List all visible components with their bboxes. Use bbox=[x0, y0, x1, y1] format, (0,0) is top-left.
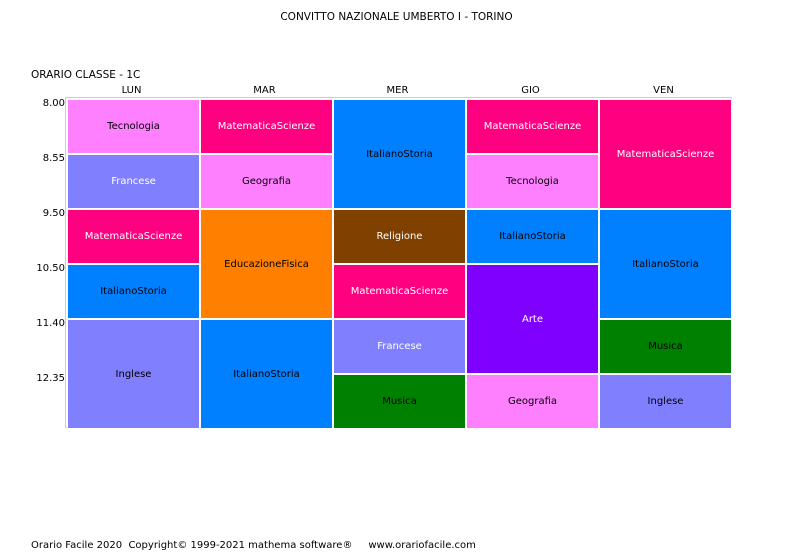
lesson-cell-musica[interactable]: Musica bbox=[333, 374, 466, 429]
timetable-grid: Tecnologia Francese MatematicaScienze Itali… bbox=[65, 97, 732, 429]
time-label: 9.50 bbox=[42, 208, 65, 219]
time-label: 10.50 bbox=[36, 263, 65, 274]
lesson-cell-inglese[interactable]: Inglese bbox=[599, 374, 732, 429]
lesson-cell-educazionefisica[interactable]: EducazioneFisica bbox=[200, 209, 333, 319]
lesson-cell-arte[interactable]: Arte bbox=[466, 264, 599, 374]
lesson-cell-italianostoria[interactable]: ItalianoStoria bbox=[67, 264, 200, 319]
lesson-cell-inglese[interactable]: Inglese bbox=[67, 319, 200, 429]
class-label: ORARIO CLASSE - 1C bbox=[31, 69, 141, 81]
footer-copyright: Orario Facile 2020 Copyright© 1999-2021 … bbox=[31, 540, 476, 551]
lesson-cell-francese[interactable]: Francese bbox=[333, 319, 466, 374]
lesson-cell-musica[interactable]: Musica bbox=[599, 319, 732, 374]
lesson-cell-geografia[interactable]: Geografia bbox=[466, 374, 599, 429]
lesson-cell-francese[interactable]: Francese bbox=[67, 154, 200, 209]
lesson-cell-matematicascienze[interactable]: MatematicaScienze bbox=[466, 99, 599, 154]
lesson-cell-matematicascienze[interactable]: MatematicaScienze bbox=[200, 99, 333, 154]
day-header-ven: VEN bbox=[653, 85, 674, 96]
lesson-cell-matematicascienze[interactable]: MatematicaScienze bbox=[67, 209, 200, 264]
lesson-cell-tecnologia[interactable]: Tecnologia bbox=[466, 154, 599, 209]
lesson-cell-italianostoria[interactable]: ItalianoStoria bbox=[200, 319, 333, 429]
day-header-mar: MAR bbox=[253, 85, 276, 96]
day-header-lun: LUN bbox=[121, 85, 142, 96]
lesson-cell-religione[interactable]: Religione bbox=[333, 209, 466, 264]
lesson-cell-tecnologia[interactable]: Tecnologia bbox=[67, 99, 200, 154]
day-header-mer: MER bbox=[386, 85, 409, 96]
lesson-cell-italianostoria[interactable]: ItalianoStoria bbox=[333, 99, 466, 209]
lesson-cell-italianostoria[interactable]: ItalianoStoria bbox=[599, 209, 732, 319]
time-label: 11.40 bbox=[36, 318, 65, 329]
time-label: 12.35 bbox=[36, 373, 65, 384]
school-title: CONVITTO NAZIONALE UMBERTO I - TORINO bbox=[280, 11, 513, 23]
time-label: 8.00 bbox=[42, 98, 65, 109]
lesson-cell-matematicascienze[interactable]: MatematicaScienze bbox=[333, 264, 466, 319]
time-label: 8.55 bbox=[42, 153, 65, 164]
day-header-gio: GIO bbox=[521, 85, 540, 96]
lesson-cell-italianostoria[interactable]: ItalianoStoria bbox=[466, 209, 599, 264]
lesson-cell-matematicascienze[interactable]: MatematicaScienze bbox=[599, 99, 732, 209]
lesson-cell-geografia[interactable]: Geografia bbox=[200, 154, 333, 209]
